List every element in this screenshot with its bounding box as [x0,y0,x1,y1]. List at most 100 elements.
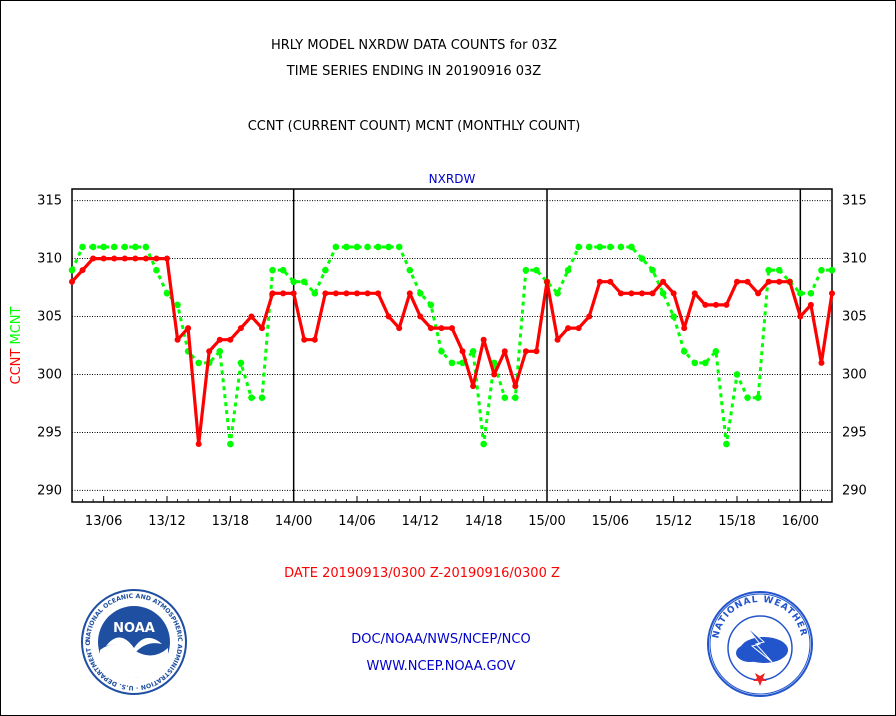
ccnt-point [449,325,455,332]
mcnt-point [279,266,287,274]
mcnt-point [89,243,97,251]
y-tick-label-right: 300 [842,367,867,382]
mcnt-point [385,243,392,251]
ccnt-point [501,348,508,355]
x-tick-label: 13/06 [85,514,122,529]
mcnt-point [79,243,86,251]
ccnt-point [322,290,329,297]
mcnt-point [575,243,582,251]
ccnt-point [670,290,677,297]
ccnt-point [216,336,223,343]
mcnt-point [607,243,614,251]
mcnt-point [765,266,772,274]
plot-frame [71,188,833,503]
ccnt-point [533,348,540,355]
ccnt-point [691,290,698,297]
mcnt-point [512,394,519,401]
chart-title-line2: TIME SERIES ENDING IN 20190916 03Z [286,64,542,79]
chart-title-line1: HRLY MODEL NXRDW DATA COUNTS for 03Z [270,38,558,53]
ccnt-point [797,313,804,320]
mcnt-point [322,266,329,274]
x-tick-label: 14/06 [338,514,375,529]
ccnt-point [575,325,582,332]
ccnt-point [459,348,466,355]
mcnt-point [110,243,118,251]
mcnt-point [427,301,435,309]
ccnt-point [776,278,783,285]
y-axis-label: CCNT MCNT [9,306,24,384]
ccnt-point [185,325,192,332]
mcnt-point [163,290,171,297]
mcnt-point [617,243,625,251]
mcnt-point [195,359,202,367]
ccnt-point [427,325,434,332]
ccnt-point [660,278,667,285]
ccnt-point [607,278,614,285]
ccnt-point [744,278,751,285]
mcnt-point [585,243,593,251]
ccnt-point [596,278,603,285]
mcnt-point [670,313,677,320]
mcnt-point [100,243,107,251]
mcnt-point [343,243,350,251]
ccnt-point [354,290,360,297]
y-tick-label-left: 305 [37,310,62,325]
ccnt-point [132,255,139,262]
mcnt-point [723,440,730,448]
x-tick-label: 13/18 [212,514,249,529]
noaa-logo: NATIONAL OCEANIC AND ATMOSPHERIC ADMINIS… [80,588,187,695]
mcnt-point [258,394,266,401]
ccnt-point [491,371,498,378]
url-link[interactable]: WWW.NCEP.NOAA.GOV [366,659,516,674]
ccnt-point [702,301,709,308]
ccnt-point [280,290,287,297]
ccnt-point [681,325,688,332]
mcnt-point [332,243,340,251]
ccnt-point [617,290,624,297]
ccnt-point [406,290,413,297]
mcnt-point [290,278,297,286]
ccnt-point [343,290,350,297]
mcnt-point [744,394,751,401]
ccnt-point [100,255,107,262]
y-tick-label-left: 295 [37,425,62,440]
ccnt-point [723,301,730,308]
ccnt-point [712,301,719,308]
ccnt-point [586,313,593,320]
mcnt-point [448,359,456,367]
mcnt-point [828,266,836,274]
ccnt-point [829,290,835,297]
x-tick-label: 15/06 [592,514,629,529]
ccnt-point [311,336,318,343]
mcnt-point [554,290,561,297]
ccnt-point [237,325,244,332]
ccnt-point [480,336,487,343]
ccnt-point [227,336,234,343]
x-tick-label: 14/00 [275,514,312,529]
mcnt-point [174,301,181,309]
mcnt-point [300,278,308,286]
mcnt-point [237,359,245,367]
ccnt-point [375,290,382,297]
ccnt-point [142,255,149,262]
ccnt-point [417,313,424,320]
mcnt-point [480,440,487,448]
y-tick-label-left: 300 [37,367,62,382]
mcnt-point [797,290,804,297]
y-tick-label-left: 315 [37,194,62,209]
mcnt-point [733,371,741,378]
mcnt-point [417,290,424,297]
ccnt-point [364,290,371,297]
mcnt-point [227,440,234,448]
ccnt-point [90,255,97,262]
mcnt-point [395,243,403,251]
ccnt-point [734,278,740,285]
ccnt-point [628,290,635,297]
org-label: DOC/NOAA/NWS/NCEP/NCO [351,632,531,647]
mcnt-point [406,266,414,274]
mcnt-point [775,266,783,274]
ccnt-point [565,325,572,332]
mcnt-point [68,266,76,274]
y-tick-label-right: 290 [842,483,867,498]
y-axis-label-ccnt: CCNT [9,349,24,385]
